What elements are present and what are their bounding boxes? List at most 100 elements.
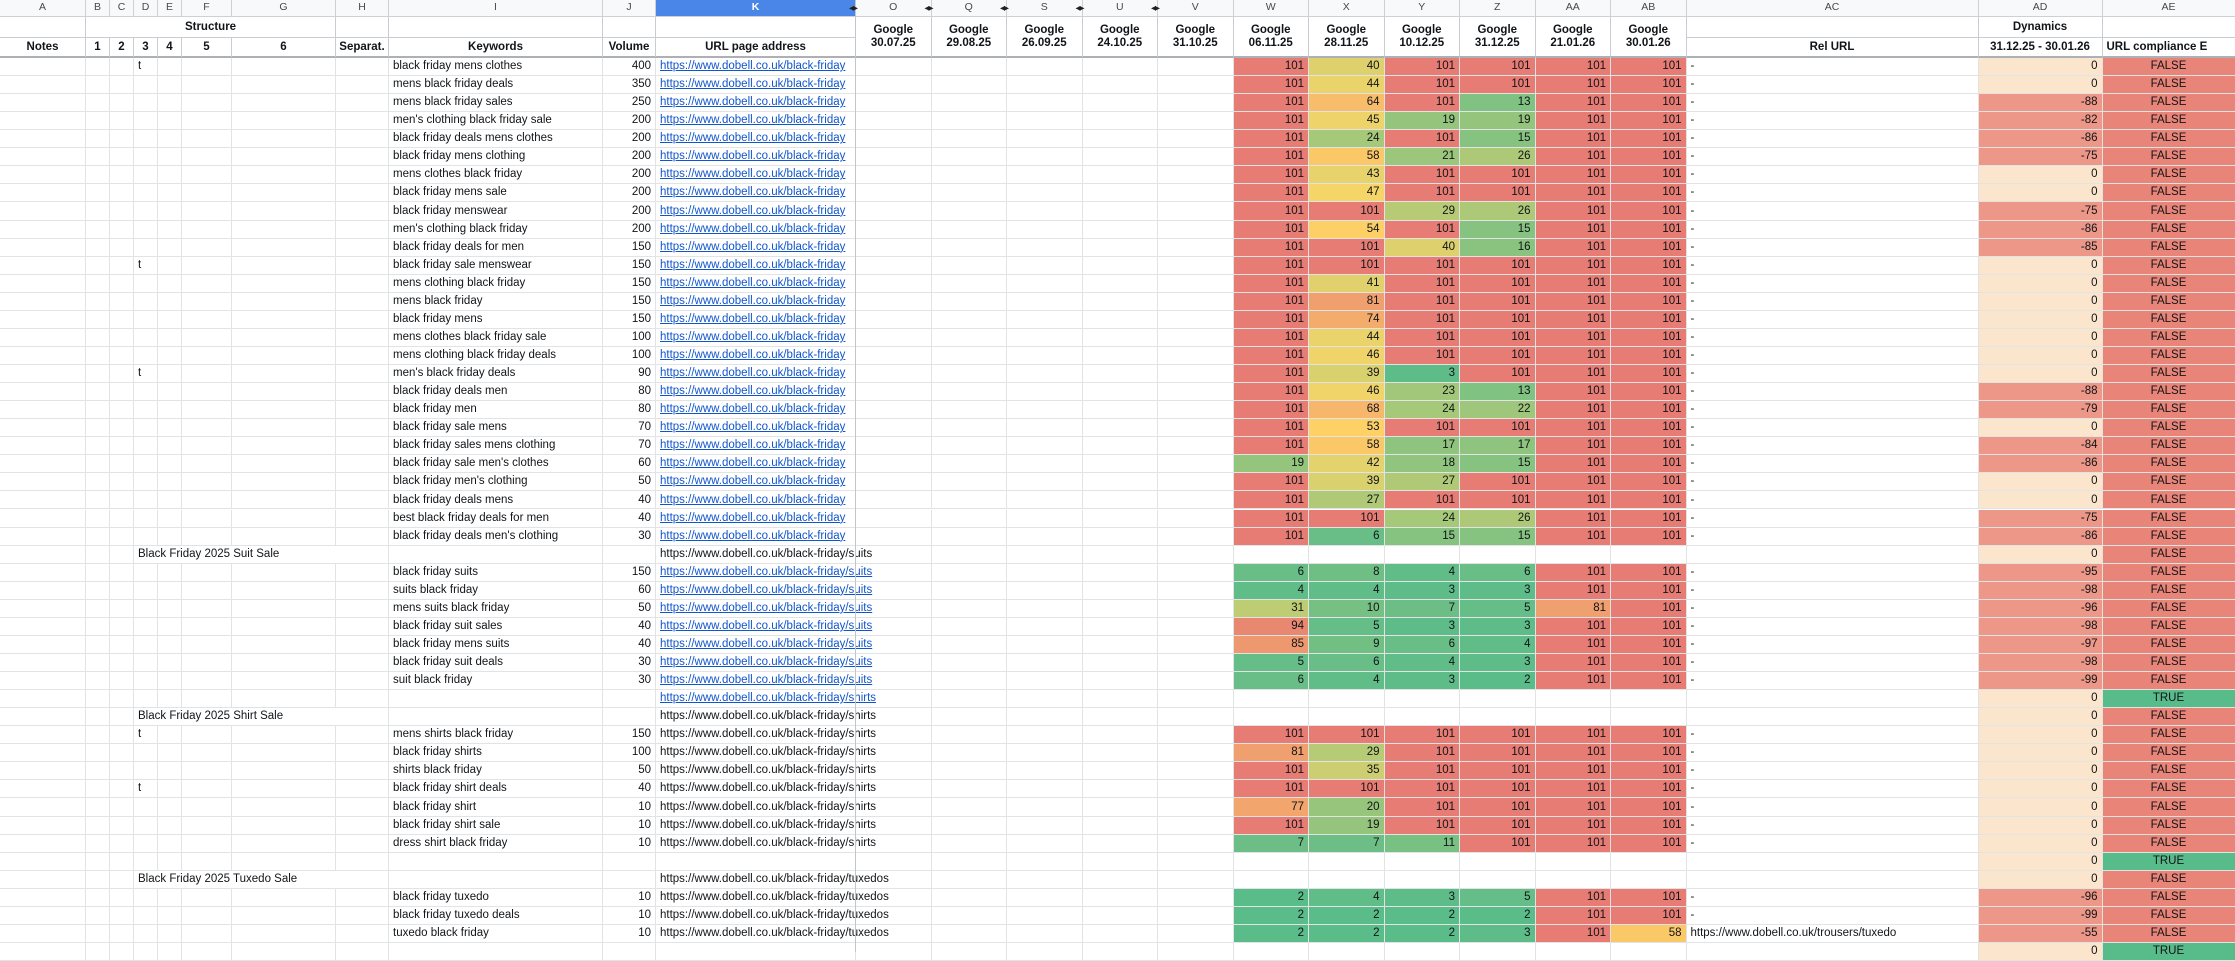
rank-cell[interactable]: 5 [1234, 654, 1310, 672]
hidden-columns-indicator[interactable]: ◀▶ [849, 4, 857, 12]
rank-cell[interactable]: 68 [1309, 401, 1385, 419]
cell-empty[interactable] [336, 835, 389, 853]
structure-level3-cell[interactable] [134, 112, 158, 130]
cell-empty[interactable] [110, 473, 134, 491]
column-header-E[interactable]: E [158, 0, 182, 17]
rank-cell[interactable] [1234, 546, 1310, 564]
compliance-cell[interactable]: FALSE [2103, 925, 2235, 943]
cell-empty[interactable] [182, 889, 232, 907]
rank-cell[interactable]: 101 [1611, 798, 1687, 816]
keyword-cell[interactable]: black friday deals men's clothing [389, 528, 603, 546]
cell-empty[interactable] [110, 510, 134, 528]
rank-cell[interactable]: 101 [1460, 365, 1536, 383]
volume-cell[interactable]: 200 [603, 202, 656, 220]
url-cell[interactable]: https://www.dobell.co.uk/black-friday [656, 130, 856, 148]
rank-cell-empty[interactable] [856, 130, 932, 148]
rank-cell[interactable]: 2 [1309, 907, 1385, 925]
url-link[interactable]: https://www.dobell.co.uk/black-friday [660, 349, 845, 362]
rank-cell[interactable]: 101 [1536, 202, 1612, 220]
cell-empty[interactable] [158, 94, 182, 112]
dynamics-cell[interactable]: -85 [1979, 239, 2103, 257]
rank-cell-empty[interactable] [1158, 401, 1234, 419]
rank-cell-empty[interactable] [1007, 654, 1083, 672]
rank-cell-empty[interactable] [1083, 708, 1159, 726]
notes-cell[interactable] [0, 654, 86, 672]
cell-empty[interactable] [158, 889, 182, 907]
rank-cell-empty[interactable] [1007, 798, 1083, 816]
cell-empty[interactable] [158, 907, 182, 925]
rank-cell[interactable]: 101 [1234, 437, 1310, 455]
rank-cell[interactable]: 41 [1309, 275, 1385, 293]
rank-cell-empty[interactable] [932, 853, 1008, 871]
dynamics-cell[interactable]: -88 [1979, 94, 2103, 112]
notes-cell[interactable] [0, 184, 86, 202]
rel-url-cell[interactable]: - [1687, 636, 1979, 654]
rank-cell[interactable]: 101 [1234, 257, 1310, 275]
url-cell[interactable]: https://www.dobell.co.uk/black-friday/sh… [656, 726, 856, 744]
rank-cell[interactable]: 24 [1385, 510, 1461, 528]
url-link[interactable]: https://www.dobell.co.uk/black-friday [660, 403, 845, 416]
volume-cell[interactable]: 100 [603, 329, 656, 347]
column-header-Q[interactable]: Q [932, 0, 1008, 17]
rank-cell-empty[interactable] [1007, 690, 1083, 708]
rank-cell[interactable] [1536, 690, 1612, 708]
keyword-cell[interactable]: black friday sales mens clothing [389, 437, 603, 455]
url-cell[interactable]: https://www.dobell.co.uk/black-friday/su… [656, 546, 856, 564]
rank-cell[interactable]: 4 [1309, 582, 1385, 600]
rank-cell-empty[interactable] [856, 401, 932, 419]
cell-empty[interactable] [182, 239, 232, 257]
url-cell[interactable]: https://www.dobell.co.uk/black-friday/tu… [656, 889, 856, 907]
cell-empty[interactable] [232, 275, 336, 293]
column-header-D[interactable]: D [134, 0, 158, 17]
volume-cell[interactable]: 50 [603, 762, 656, 780]
rank-cell[interactable]: 101 [1309, 202, 1385, 220]
hidden-columns-indicator[interactable]: ◀▶ [1000, 4, 1008, 12]
header-volume[interactable]: Volume [603, 38, 656, 58]
rank-cell[interactable]: 101 [1536, 76, 1612, 94]
rank-cell-empty[interactable] [1158, 853, 1234, 871]
volume-cell[interactable]: 100 [603, 744, 656, 762]
rel-url-cell[interactable]: - [1687, 726, 1979, 744]
url-link[interactable]: https://www.dobell.co.uk/black-friday [660, 223, 845, 236]
cell-empty[interactable] [182, 275, 232, 293]
cell-empty[interactable] [182, 510, 232, 528]
rank-cell[interactable]: 101 [1385, 762, 1461, 780]
cell-empty[interactable] [86, 600, 110, 618]
cell-empty[interactable] [158, 184, 182, 202]
rank-cell-empty[interactable] [932, 925, 1008, 943]
keyword-cell[interactable]: suits black friday [389, 582, 603, 600]
notes-cell[interactable] [0, 347, 86, 365]
url-link[interactable]: https://www.dobell.co.uk/black-friday [660, 96, 845, 109]
structure-level3-cell[interactable] [134, 130, 158, 148]
rank-cell-empty[interactable] [932, 871, 1008, 889]
notes-cell[interactable] [0, 437, 86, 455]
rank-cell[interactable]: 19 [1309, 817, 1385, 835]
cell-empty[interactable] [110, 780, 134, 798]
cell-empty[interactable] [158, 528, 182, 546]
cell-empty[interactable] [158, 636, 182, 654]
url-cell[interactable]: https://www.dobell.co.uk/black-friday [656, 221, 856, 239]
rank-cell[interactable] [1460, 708, 1536, 726]
rank-cell-empty[interactable] [1158, 293, 1234, 311]
rank-cell-empty[interactable] [1083, 94, 1159, 112]
url-cell[interactable]: https://www.dobell.co.uk/black-friday/su… [656, 636, 856, 654]
rank-cell-empty[interactable] [1007, 636, 1083, 654]
rank-cell[interactable] [1234, 853, 1310, 871]
rel-url-cell[interactable]: - [1687, 564, 1979, 582]
rank-cell-empty[interactable] [1083, 275, 1159, 293]
cell-empty[interactable] [336, 293, 389, 311]
url-cell[interactable]: https://www.dobell.co.uk/black-friday/su… [656, 672, 856, 690]
rank-cell-empty[interactable] [1158, 780, 1234, 798]
rank-cell-empty[interactable] [1158, 510, 1234, 528]
rel-url-cell[interactable]: - [1687, 600, 1979, 618]
dynamics-cell[interactable]: 0 [1979, 58, 2103, 76]
structure-level3-cell[interactable] [134, 672, 158, 690]
rank-cell[interactable]: 101 [1234, 112, 1310, 130]
cell-empty[interactable] [158, 293, 182, 311]
cell-empty[interactable] [110, 762, 134, 780]
rank-cell-empty[interactable] [1083, 473, 1159, 491]
rank-cell-empty[interactable] [1158, 798, 1234, 816]
rank-cell-empty[interactable] [1083, 636, 1159, 654]
